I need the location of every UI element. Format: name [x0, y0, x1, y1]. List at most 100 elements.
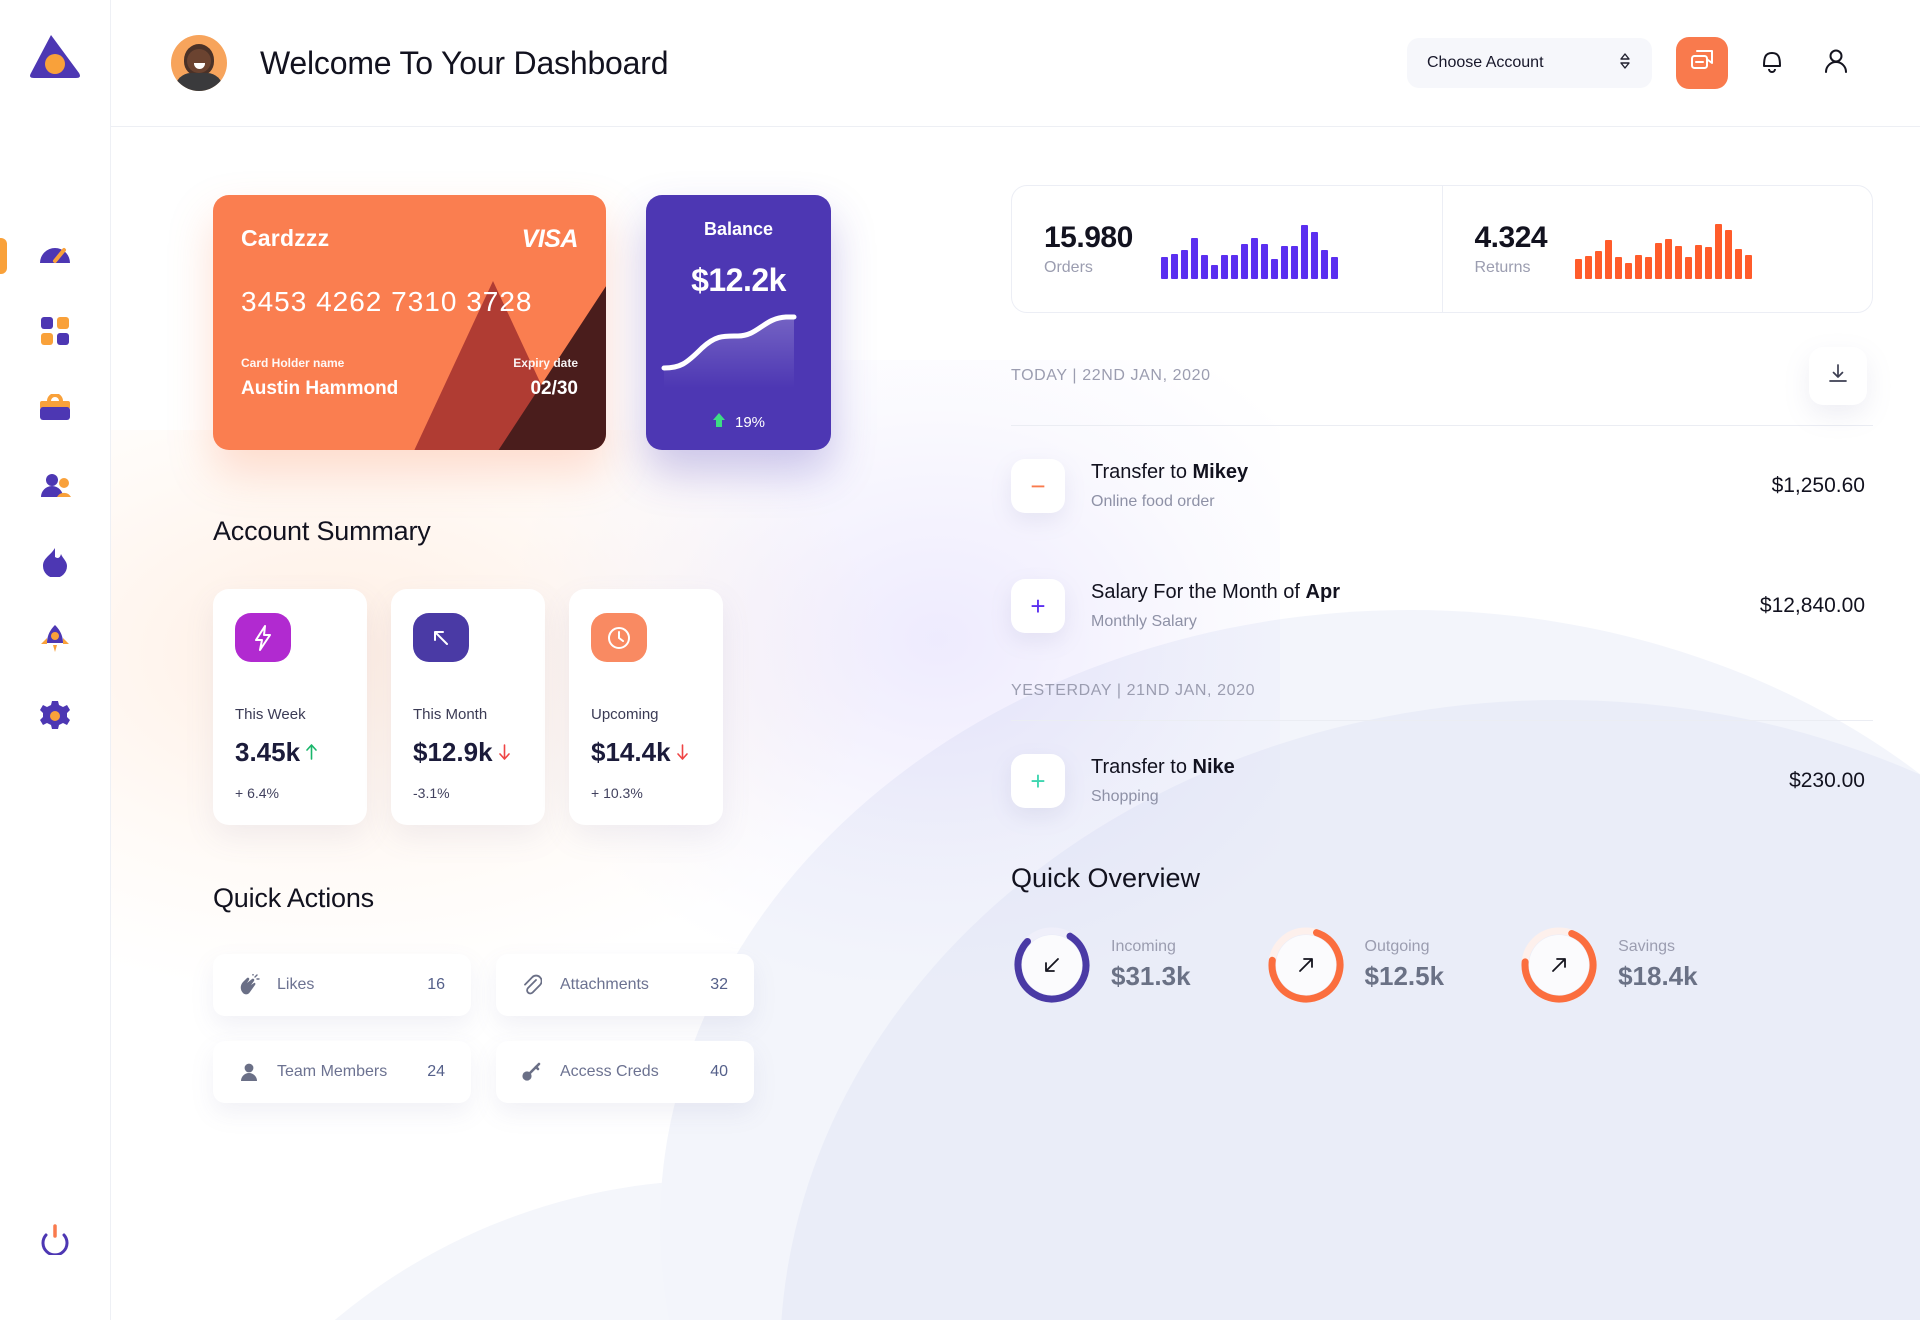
summary-value: $14.4k [591, 737, 671, 767]
table-row[interactable]: − Transfer to Mikey Online food order $1… [1011, 426, 1873, 546]
spark-bar [1180, 250, 1188, 279]
spark-bar [1240, 244, 1248, 279]
gear-icon [39, 700, 71, 737]
transaction-date: YESTERDAY | 21ND JAN, 2020 [1011, 682, 1256, 699]
cards-row: Cardzzz VISA 3453 4262 7310 3728 Card Ho… [111, 127, 1011, 450]
triangle-logo-icon[interactable] [25, 26, 85, 86]
header-actions: Choose Account [1407, 37, 1856, 89]
overview-outgoing[interactable]: Outgoing $12.5k [1265, 924, 1445, 1006]
returns-sparkline-chart [1575, 219, 1753, 279]
outgoing-donut-chart [1265, 924, 1347, 1006]
quick-action-label: Access Creds [560, 1063, 659, 1080]
spark-bar [1585, 255, 1593, 279]
download-button[interactable] [1809, 347, 1867, 405]
summary-value-wrap: $14.4k [591, 737, 701, 768]
card-expiry: Expiry date 02/30 [513, 356, 578, 400]
summary-label: This Week [235, 706, 306, 723]
transaction-amount: $1,250.60 [1771, 474, 1865, 497]
clock-icon [591, 613, 647, 662]
transaction-info: Transfer to Nike Shopping [1091, 756, 1235, 806]
quick-action-count: 24 [427, 1063, 445, 1080]
overview-label: Incoming [1111, 938, 1176, 955]
divider [1011, 425, 1873, 426]
sidebar-item-launch[interactable] [0, 621, 110, 661]
summary-card-this-week[interactable]: This Week 3.45k + 6.4% [213, 589, 367, 825]
left-column: Cardzzz VISA 3453 4262 7310 3728 Card Ho… [111, 127, 1011, 1103]
card-holder-name: Austin Hammond [241, 378, 399, 399]
sidebar-item-dashboard[interactable] [0, 236, 110, 276]
spark-bar [1260, 244, 1268, 279]
returns-value: 4.324 [1474, 221, 1548, 254]
overview-text: Savings $18.4k [1618, 938, 1698, 992]
transactions-list: TODAY | 22ND JAN, 2020 − Transfer to Mik… [1011, 347, 1873, 841]
sidebar-item-work[interactable] [0, 390, 110, 430]
stat-orders: 15.980 Orders [1012, 186, 1442, 312]
summary-card-upcoming[interactable]: Upcoming $14.4k + 10.3% [569, 589, 723, 825]
right-column: 15.980 Orders 4.324 Returns TODAY | 22ND… [1011, 127, 1920, 1006]
overview-incoming[interactable]: Incoming $31.3k [1011, 924, 1191, 1006]
sidebar-item-apps[interactable] [0, 313, 110, 353]
header: Welcome To Your Dashboard Choose Account [111, 0, 1920, 127]
quick-actions-section: Quick Actions Likes 16 [111, 883, 1011, 1103]
spark-bar [1705, 247, 1713, 279]
account-select[interactable]: Choose Account [1407, 38, 1652, 88]
chat-icon [1689, 48, 1715, 79]
account-select-label: Choose Account [1427, 54, 1544, 71]
balance-card[interactable]: Balance $12.2k [646, 195, 831, 450]
spark-bar [1595, 251, 1603, 279]
quick-action-access-creds[interactable]: Access Creds 40 [496, 1041, 754, 1103]
quick-action-label: Team Members [277, 1063, 388, 1080]
transaction-title: Transfer to Nike [1091, 756, 1235, 778]
spark-bar [1615, 257, 1623, 279]
summary-card-this-month[interactable]: This Month $12.9k -3.1% [391, 589, 545, 825]
sidebar-item-settings[interactable] [0, 698, 110, 738]
quick-action-attachments[interactable]: Attachments 32 [496, 954, 754, 1016]
speedometer-icon [38, 241, 72, 272]
overview-text: Incoming $31.3k [1111, 938, 1191, 992]
quick-action-likes[interactable]: Likes 16 [213, 954, 471, 1016]
card-holder: Card Holder name Austin Hammond [241, 356, 398, 400]
background-wave-3 [120, 1180, 1320, 1320]
sidebar-item-trending[interactable] [0, 544, 110, 584]
overview-value: $12.5k [1364, 961, 1445, 991]
clapping-hands-icon [235, 974, 263, 996]
orders-sparkline-chart [1160, 219, 1338, 279]
incoming-donut-chart [1011, 924, 1093, 1006]
spark-bar [1625, 263, 1633, 279]
overview-savings[interactable]: Savings $18.4k [1518, 924, 1698, 1006]
avatar[interactable] [171, 35, 227, 91]
credit-card[interactable]: Cardzzz VISA 3453 4262 7310 3728 Card Ho… [213, 195, 606, 450]
spark-bar [1310, 231, 1318, 279]
overview-label: Savings [1618, 938, 1675, 955]
summary-percent: + 6.4% [235, 785, 279, 801]
transaction-subtitle: Shopping [1091, 788, 1159, 805]
trend-down-icon [676, 737, 689, 768]
power-icon[interactable] [39, 1223, 71, 1260]
spark-bar [1745, 255, 1753, 279]
profile-button[interactable] [1816, 43, 1856, 83]
trend-up-icon [305, 737, 318, 768]
messages-button[interactable] [1676, 37, 1728, 89]
quick-action-count: 16 [427, 976, 445, 993]
orders-value: 15.980 [1044, 221, 1133, 254]
account-summary-title: Account Summary [213, 516, 431, 546]
transaction-subtitle: Monthly Salary [1091, 613, 1197, 630]
notifications-button[interactable] [1752, 43, 1792, 83]
spark-bar [1320, 250, 1328, 279]
spark-bar [1735, 249, 1743, 279]
overview-text: Outgoing $12.5k [1365, 938, 1445, 992]
table-row[interactable]: + Salary For the Month of Apr Monthly Sa… [1011, 546, 1873, 666]
table-row[interactable]: + Transfer to Nike Shopping $230.00 [1011, 721, 1873, 841]
quick-overview-title: Quick Overview [1011, 863, 1201, 893]
transaction-info: Salary For the Month of Apr Monthly Sala… [1091, 581, 1340, 631]
quick-action-team-members[interactable]: Team Members 24 [213, 1041, 471, 1103]
transaction-title: Transfer to Mikey [1091, 461, 1249, 483]
quick-action-count: 40 [710, 1063, 728, 1080]
spark-bar [1665, 239, 1673, 279]
overview-value: $31.3k [1111, 961, 1191, 991]
sidebar-item-team[interactable] [0, 467, 110, 507]
plus-icon: + [1011, 754, 1065, 808]
quick-actions-title: Quick Actions [213, 883, 374, 913]
rocket-icon [39, 624, 71, 659]
